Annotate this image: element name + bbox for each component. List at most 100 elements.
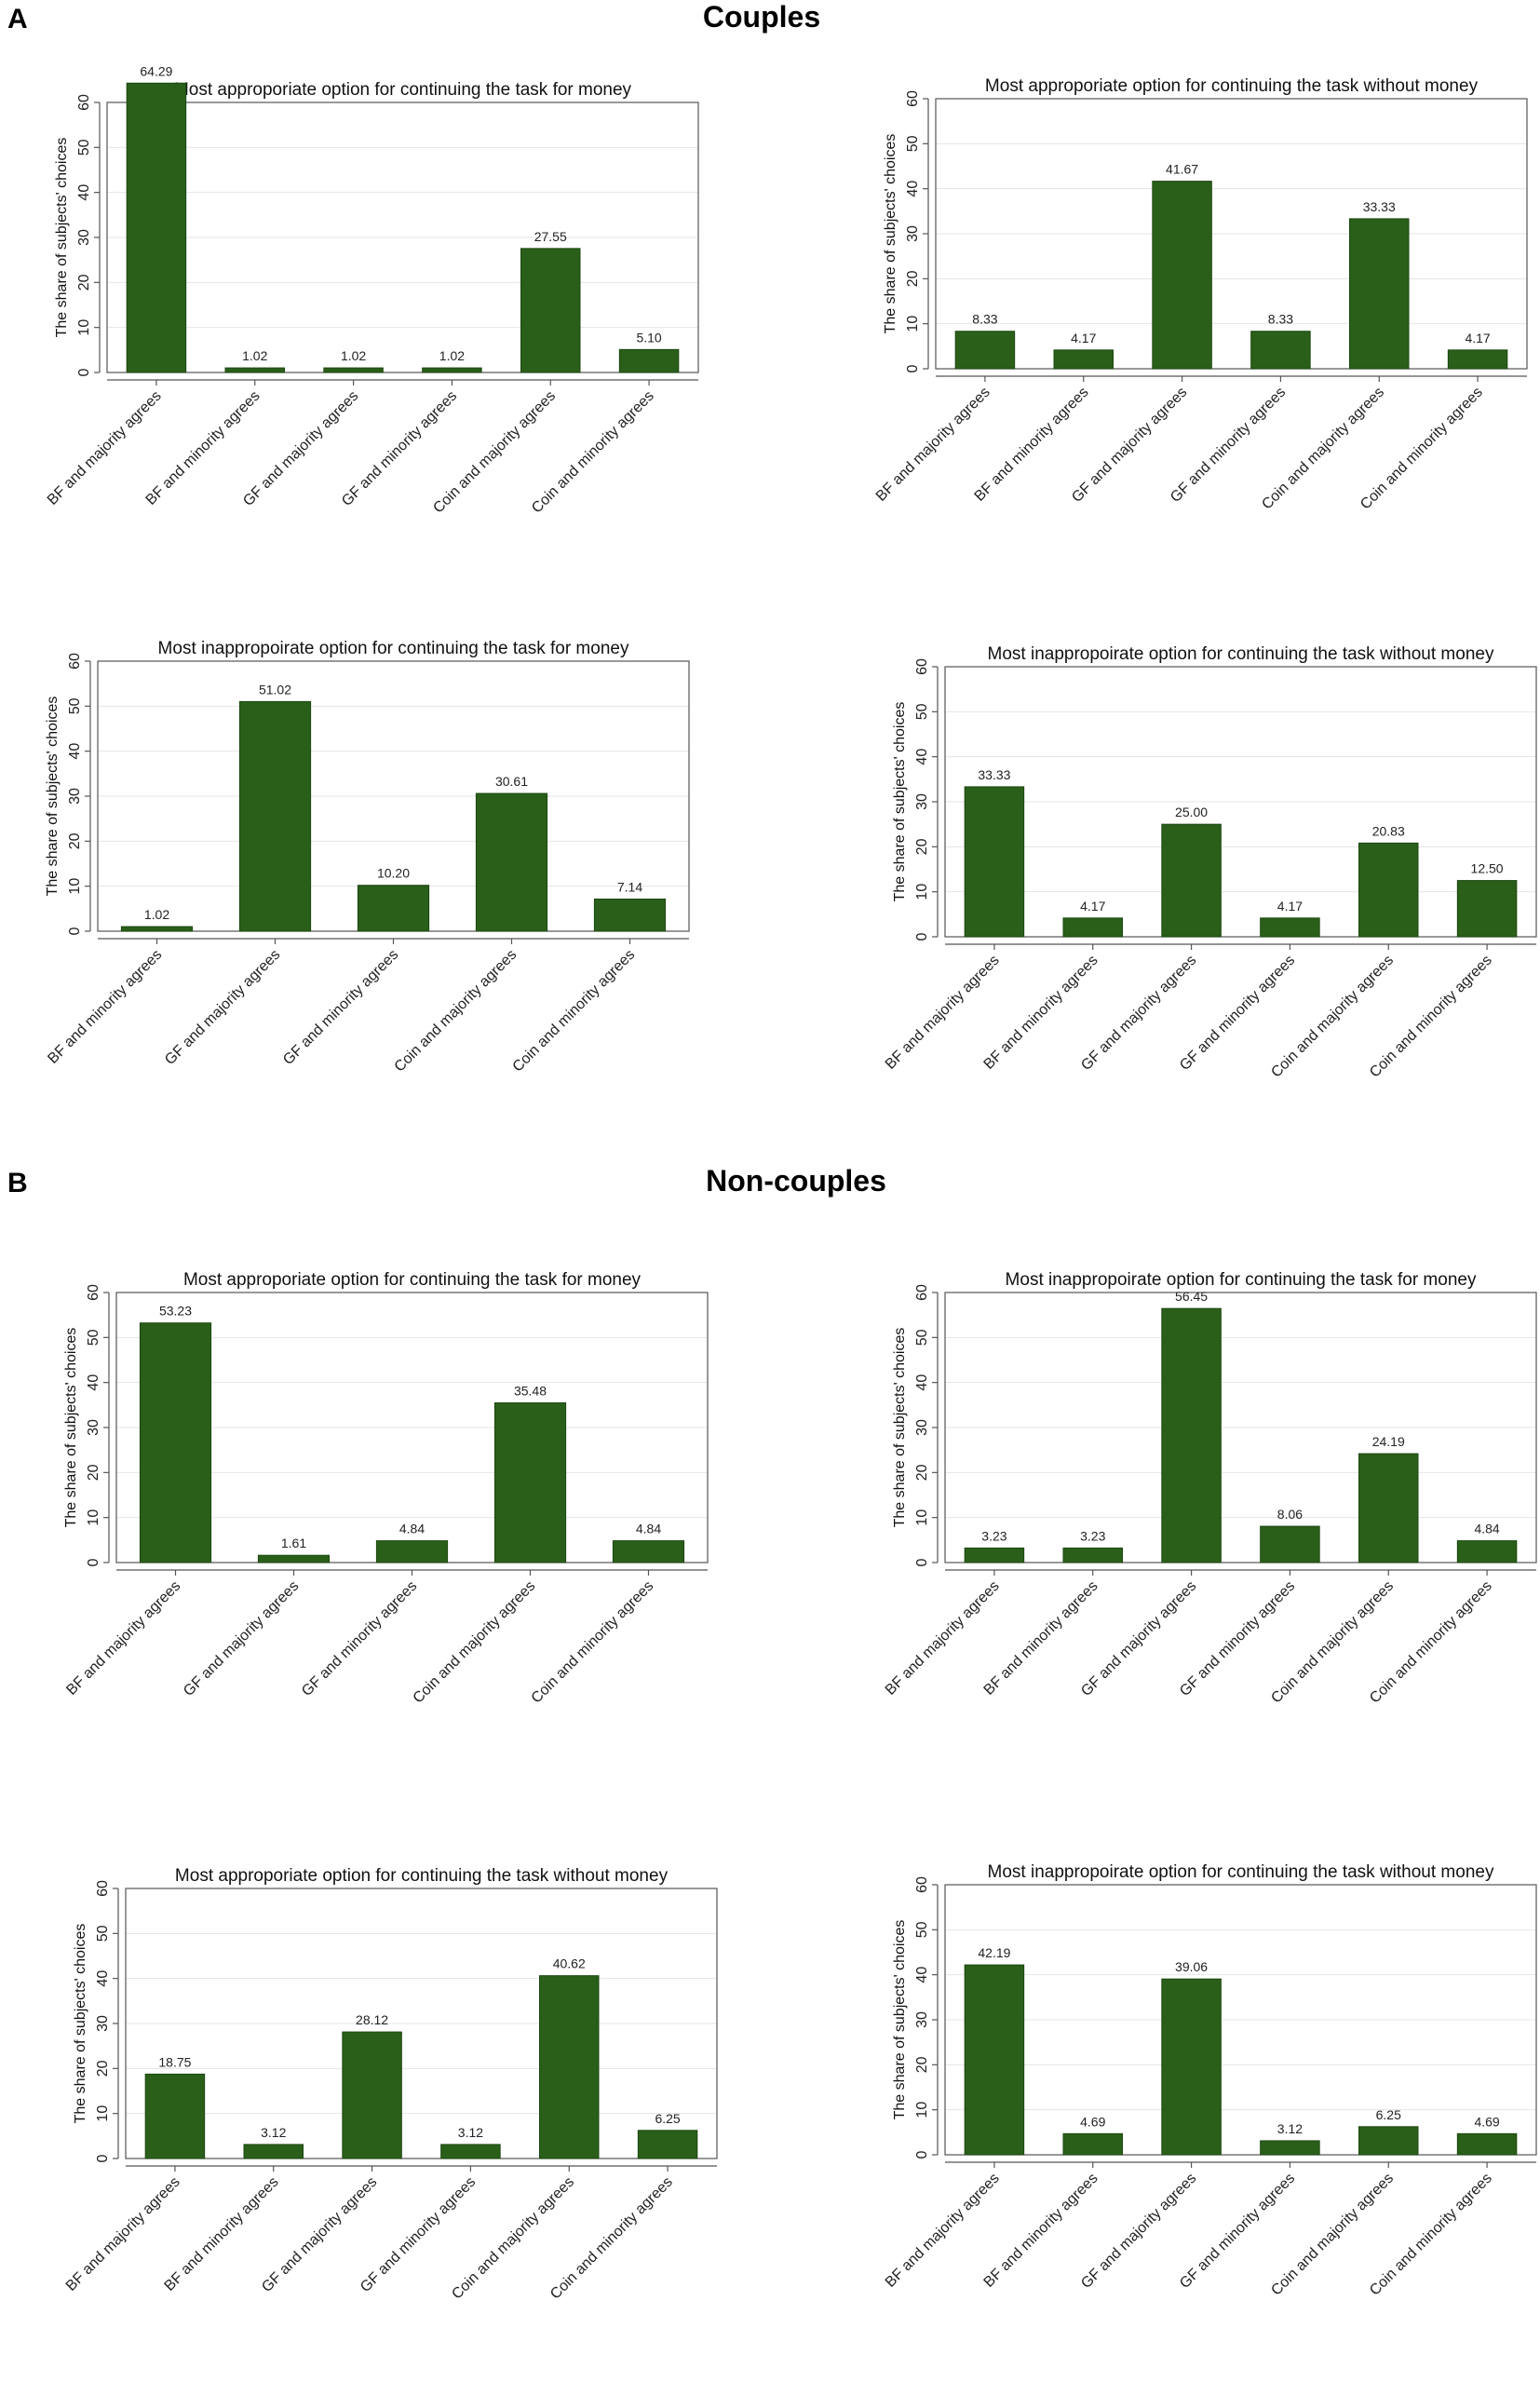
y-tick-label: 60 — [905, 90, 921, 107]
y-tick-label: 0 — [86, 1558, 101, 1566]
bar — [422, 367, 482, 373]
x-tick-label: GF and majority agrees — [1078, 2171, 1199, 2292]
bar — [238, 700, 312, 932]
bar — [357, 885, 430, 932]
section-letter-a: A — [7, 4, 28, 34]
bar — [257, 1554, 331, 1563]
bar-value-label: 4.84 — [636, 1522, 661, 1536]
section-letter-b: B — [7, 1168, 28, 1198]
x-tick-label: GF and minority agrees — [1177, 1578, 1298, 1699]
bar-value-label: 51.02 — [259, 682, 291, 697]
y-axis-label: The share of subjects' choices — [892, 1920, 908, 2120]
x-tick-label: GF and minority agrees — [1168, 385, 1289, 506]
x-tick-label: BF and majority agrees — [883, 1578, 1003, 1699]
x-tick-label: GF and minority agrees — [299, 1578, 420, 1699]
bar-value-label: 28.12 — [356, 2012, 388, 2027]
bar-value-label: 4.17 — [1465, 331, 1490, 345]
x-tick-label: BF and minority agrees — [981, 953, 1101, 1073]
bar-value-label: 1.61 — [281, 1536, 306, 1550]
y-tick-label: 50 — [86, 1329, 101, 1346]
plot-frame — [944, 1292, 1537, 1563]
y-tick-label: 20 — [905, 270, 921, 287]
y-tick-label: 50 — [67, 697, 83, 714]
y-tick-label: 10 — [914, 884, 930, 900]
bar-value-label: 41.67 — [1166, 162, 1198, 177]
y-tick-label: 60 — [95, 1880, 111, 1897]
bar-value-label: 39.06 — [1175, 1959, 1208, 1974]
bar-value-label: 33.33 — [1363, 199, 1396, 214]
bar — [1349, 218, 1410, 370]
bar — [1161, 1307, 1222, 1563]
bar-value-label: 3.23 — [981, 1528, 1006, 1543]
chart-title: Most approporiate option for continuing … — [183, 1270, 642, 1290]
bar — [1053, 349, 1114, 370]
bar — [1358, 2126, 1419, 2156]
bar — [144, 2073, 206, 2159]
chart-noncouples-inappropriate-money: Most inappropoirate option for continuin… — [857, 1265, 1540, 1786]
bar-value-label: 8.06 — [1277, 1507, 1303, 1522]
y-tick-label: 10 — [76, 319, 92, 336]
x-tick-label: GF and majority agrees — [1078, 953, 1199, 1074]
bar-value-label: 3.12 — [458, 2125, 483, 2140]
y-tick-label: 10 — [86, 1509, 101, 1526]
y-tick-label: 50 — [914, 1921, 930, 1938]
chart-noncouples-appropriate-without-money: Most approporiate option for continuing … — [37, 1861, 763, 2382]
bar-value-label: 10.20 — [377, 866, 410, 881]
bar-value-label: 3.12 — [261, 2125, 286, 2140]
chart-svg: Most approporiate option for continuing … — [873, 76, 1528, 513]
chart-noncouples-appropriate-money: Most approporiate option for continuing … — [28, 1265, 754, 1786]
x-tick-label: Coin and majority agrees — [411, 1578, 539, 1707]
bar — [1161, 1978, 1222, 2156]
bar — [493, 1402, 567, 1563]
bar — [1062, 1547, 1123, 1563]
bar — [520, 248, 581, 373]
x-tick-label: BF and majority agrees — [873, 385, 993, 505]
bar-value-label: 12.50 — [1471, 861, 1504, 876]
y-tick-label: 50 — [95, 1925, 111, 1942]
bar-value-label: 20.83 — [1372, 823, 1405, 838]
y-tick-label: 30 — [914, 1419, 930, 1436]
x-tick-label: Coin and majority agrees — [392, 947, 520, 1076]
bar-value-label: 8.33 — [972, 312, 997, 327]
bar — [954, 331, 1016, 370]
y-tick-label: 60 — [67, 653, 83, 670]
plot-frame — [106, 102, 699, 373]
y-tick-label: 10 — [67, 878, 83, 895]
bar-value-label: 30.61 — [495, 774, 528, 789]
y-tick-label: 20 — [86, 1464, 101, 1481]
bar — [1161, 823, 1222, 938]
y-tick-label: 0 — [67, 927, 83, 935]
bar — [1260, 2140, 1320, 2156]
y-axis-label: The share of subjects' choices — [45, 697, 61, 897]
y-tick-label: 40 — [914, 749, 930, 765]
bar — [1358, 842, 1419, 938]
bar — [593, 898, 667, 932]
bar-value-label: 6.25 — [655, 2111, 680, 2126]
bar-value-label: 42.19 — [978, 1945, 1010, 1960]
x-tick-label: BF and minority agrees — [972, 385, 1092, 505]
plot-frame — [935, 98, 1528, 370]
chart-svg: Most approporiate option for continuing … — [63, 1866, 718, 2303]
bar-value-label: 3.12 — [1277, 2121, 1303, 2136]
y-tick-label: 30 — [914, 2011, 930, 2028]
y-tick-label: 20 — [914, 838, 930, 855]
bar-value-label: 1.02 — [341, 348, 366, 363]
chart-title: Most inappropoirate option for continuin… — [988, 644, 1494, 664]
bar — [1456, 2132, 1518, 2156]
bar — [139, 1322, 212, 1563]
x-tick-label: Coin and minority agrees — [510, 947, 639, 1076]
x-tick-label: GF and minority agrees — [1177, 2171, 1298, 2292]
plot-frame — [944, 1884, 1537, 2156]
bar-value-label: 1.02 — [439, 348, 465, 363]
x-tick-label: GF and majority agrees — [1078, 1578, 1199, 1699]
bar-value-label: 1.02 — [144, 907, 169, 922]
x-tick-label: BF and minority agrees — [143, 388, 263, 508]
section-title-non-couples: Non-couples — [706, 1164, 886, 1198]
bar-value-label: 7.14 — [617, 879, 642, 894]
plot-frame — [125, 1888, 718, 2159]
chart-svg: Most inappropoirate option for continuin… — [45, 639, 690, 1076]
bar — [440, 2144, 501, 2159]
bar-value-label: 27.55 — [534, 229, 567, 244]
bar — [1447, 349, 1508, 370]
x-tick-label: GF and majority agrees — [181, 1578, 302, 1699]
